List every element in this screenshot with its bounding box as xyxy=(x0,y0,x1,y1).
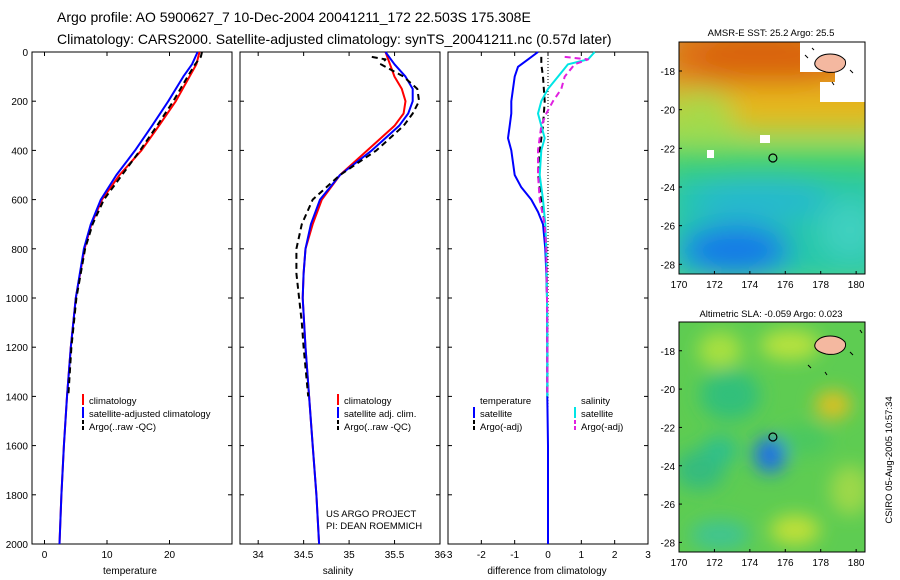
series-line-salinity-satellite xyxy=(537,51,596,397)
x-tick-label: 36 xyxy=(434,550,446,561)
map-y-tick-label: -18 xyxy=(661,67,676,78)
side-timestamp-label: CSIRO 05-Aug-2005 10:57:34 xyxy=(884,396,895,523)
map-y-tick-label: -26 xyxy=(661,500,676,511)
figure-title-line2: Climatology: CARS2000. Satellite-adjuste… xyxy=(57,31,612,47)
map-x-tick-label: 174 xyxy=(742,280,759,291)
y-tick-label: 800 xyxy=(11,245,28,256)
map-x-tick-label: 174 xyxy=(742,558,759,569)
y-tick-label: 1000 xyxy=(6,294,29,305)
legend-label-temp-argo: Argo(-adj) xyxy=(480,422,522,433)
sst-map-title: AMSR-E SST: 25.2 Argo: 25.5 xyxy=(708,28,835,39)
series-line-satellite-adj-clim xyxy=(301,51,414,545)
credit-line1: US ARGO PROJECT xyxy=(326,509,416,520)
series-line-argo-raw-qc xyxy=(67,51,203,397)
x-tick-label: 1 xyxy=(579,550,585,561)
legend-label-temp-satellite: satellite xyxy=(480,409,512,420)
y-tick-label: 2000 xyxy=(6,540,29,551)
salinity-legend: climatology satellite adj. clim. Argo(..… xyxy=(337,394,416,433)
difference-plot-area: -3 -2 -1 0 1 2 3 xyxy=(444,51,651,561)
sla-map-title: Altimetric SLA: -0.059 Argo: 0.023 xyxy=(699,309,842,320)
series-line-climatology xyxy=(58,51,201,545)
map-y-tick-label: -20 xyxy=(661,106,676,117)
difference-xlabel: difference from climatology xyxy=(487,566,606,577)
series-line-satellite-adjusted-climatology xyxy=(58,51,199,545)
x-tick-label: -2 xyxy=(477,550,486,561)
sst-map-frame xyxy=(678,41,866,275)
map-y-tick-label: -28 xyxy=(661,260,676,271)
map-y-tick-label: -22 xyxy=(661,144,676,155)
x-tick-label: 2 xyxy=(612,550,618,561)
legend-title-salinity: salinity xyxy=(581,396,610,407)
map-y-tick-label: -18 xyxy=(661,347,676,358)
x-tick-label: -3 xyxy=(444,550,453,561)
map-x-tick-label: 178 xyxy=(812,558,829,569)
map-x-tick-label: 170 xyxy=(671,280,688,291)
legend-label-sal-argo: Argo(-adj) xyxy=(581,422,623,433)
y-tick-label: 600 xyxy=(11,196,28,207)
map-x-tick-label: 172 xyxy=(706,558,723,569)
sst-map-field xyxy=(679,42,865,274)
series-line-climatology xyxy=(301,51,407,545)
temperature-legend: climatology satellite-adjusted climatolo… xyxy=(82,394,211,433)
map-x-tick-label: 180 xyxy=(848,558,865,569)
x-tick-label: 10 xyxy=(101,550,113,561)
x-tick-label: 35 xyxy=(344,550,356,561)
y-tick-label: 0 xyxy=(22,48,28,59)
credit-line2: PI: DEAN ROEMMICH xyxy=(326,521,422,532)
figure-title-line1: Argo profile: AO 5900627_7 10-Dec-2004 2… xyxy=(57,9,531,25)
legend-label-argo: Argo(..raw -QC) xyxy=(89,422,156,433)
legend-label-sal-satellite: satellite xyxy=(581,409,613,420)
x-tick-label: 35.5 xyxy=(385,550,405,561)
map-x-tick-label: 170 xyxy=(671,558,688,569)
series-line-salinity-argo-adj xyxy=(537,55,589,397)
legend-label-satellite: satellite-adjusted climatology xyxy=(89,409,211,420)
difference-legend: temperature satellite Argo(-adj) salinit… xyxy=(473,396,623,433)
y-tick-label: 1200 xyxy=(6,343,29,354)
map-x-tick-label: 172 xyxy=(706,280,723,291)
map-x-tick-label: 176 xyxy=(777,558,794,569)
argo-float-position-marker xyxy=(768,153,778,163)
legend-label-argo: Argo(..raw -QC) xyxy=(344,422,411,433)
legend-label-climatology: climatology xyxy=(344,396,392,407)
map-y-tick-label: -20 xyxy=(661,385,676,396)
y-tick-label: 1400 xyxy=(6,392,29,403)
temperature-plot-area: 0 10 2002004006008001000120014001600180020… xyxy=(6,48,232,561)
y-tick-label: 400 xyxy=(11,146,28,157)
y-tick-label: 1600 xyxy=(6,442,29,453)
map-x-tick-label: 180 xyxy=(848,280,865,291)
x-tick-label: 0 xyxy=(545,550,551,561)
sla-map-frame xyxy=(678,321,866,553)
y-tick-label: 200 xyxy=(11,97,28,108)
legend-label-satellite: satellite adj. clim. xyxy=(344,409,416,420)
salinity-xlabel: salinity xyxy=(323,566,354,577)
sla-map-field xyxy=(679,322,865,552)
argo-float-position-marker xyxy=(768,432,778,442)
series-line-argo-raw-qc xyxy=(295,55,421,397)
y-tick-label: 1800 xyxy=(6,491,29,502)
map-x-tick-label: 178 xyxy=(812,280,829,291)
x-tick-label: 20 xyxy=(164,550,176,561)
x-tick-label: -1 xyxy=(510,550,519,561)
map-y-tick-label: -22 xyxy=(661,423,676,434)
sla-map-axes: 170 172 174 176 178 180 -18 -20 -22 -24 -26 -28 xyxy=(661,347,865,569)
x-tick-label: 34.5 xyxy=(294,550,314,561)
map-y-tick-label: -24 xyxy=(661,183,676,194)
map-y-tick-label: -28 xyxy=(661,538,676,549)
x-tick-label: 34 xyxy=(253,550,265,561)
sst-map-axes: 170 172 174 176 178 180 -18 -20 -22 -24 -26 -28 xyxy=(661,67,865,291)
map-y-tick-label: -24 xyxy=(661,462,676,473)
legend-label-climatology: climatology xyxy=(89,396,137,407)
legend-title-temperature: temperature xyxy=(480,396,531,407)
map-y-tick-label: -26 xyxy=(661,222,676,233)
x-tick-label: 0 xyxy=(42,550,48,561)
salinity-panel xyxy=(239,51,441,545)
salinity-plot-area: 34 34.5 35 35.5 36 xyxy=(240,51,446,561)
temperature-xlabel: temperature xyxy=(103,566,157,577)
map-x-tick-label: 176 xyxy=(777,280,794,291)
x-tick-label: 3 xyxy=(645,550,651,561)
